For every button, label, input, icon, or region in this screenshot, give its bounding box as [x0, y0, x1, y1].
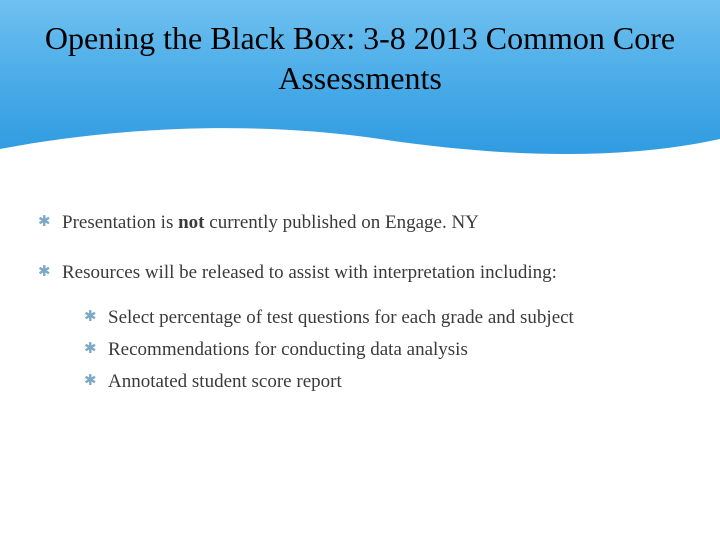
slide-title: Opening the Black Box: 3-8 2013 Common C… — [0, 18, 720, 98]
slide: Opening the Black Box: 3-8 2013 Common C… — [0, 0, 720, 540]
bullet-list: Presentation is not currently published … — [34, 210, 686, 394]
list-item: Resources will be released to assist wit… — [34, 260, 686, 395]
bullet-text-pre: Presentation is — [62, 212, 178, 233]
bullet-text: Resources will be released to assist wit… — [62, 262, 557, 283]
sub-bullet-text: Recommendations for conducting data anal… — [108, 339, 468, 360]
list-item: Annotated student score report — [82, 369, 686, 395]
slide-header: Opening the Black Box: 3-8 2013 Common C… — [0, 0, 720, 160]
bullet-text-post: currently published on Engage. NY — [205, 212, 479, 233]
sub-bullet-text: Annotated student score report — [108, 371, 342, 392]
sub-bullet-text: Select percentage of test questions for … — [108, 307, 574, 328]
list-item: Recommendations for conducting data anal… — [82, 337, 686, 363]
wave-divider-icon — [0, 121, 720, 161]
list-item: Select percentage of test questions for … — [82, 305, 686, 331]
sub-bullet-list: Select percentage of test questions for … — [82, 305, 686, 394]
bullet-text-bold: not — [178, 212, 204, 233]
list-item: Presentation is not currently published … — [34, 210, 686, 236]
slide-content: Presentation is not currently published … — [0, 160, 720, 394]
